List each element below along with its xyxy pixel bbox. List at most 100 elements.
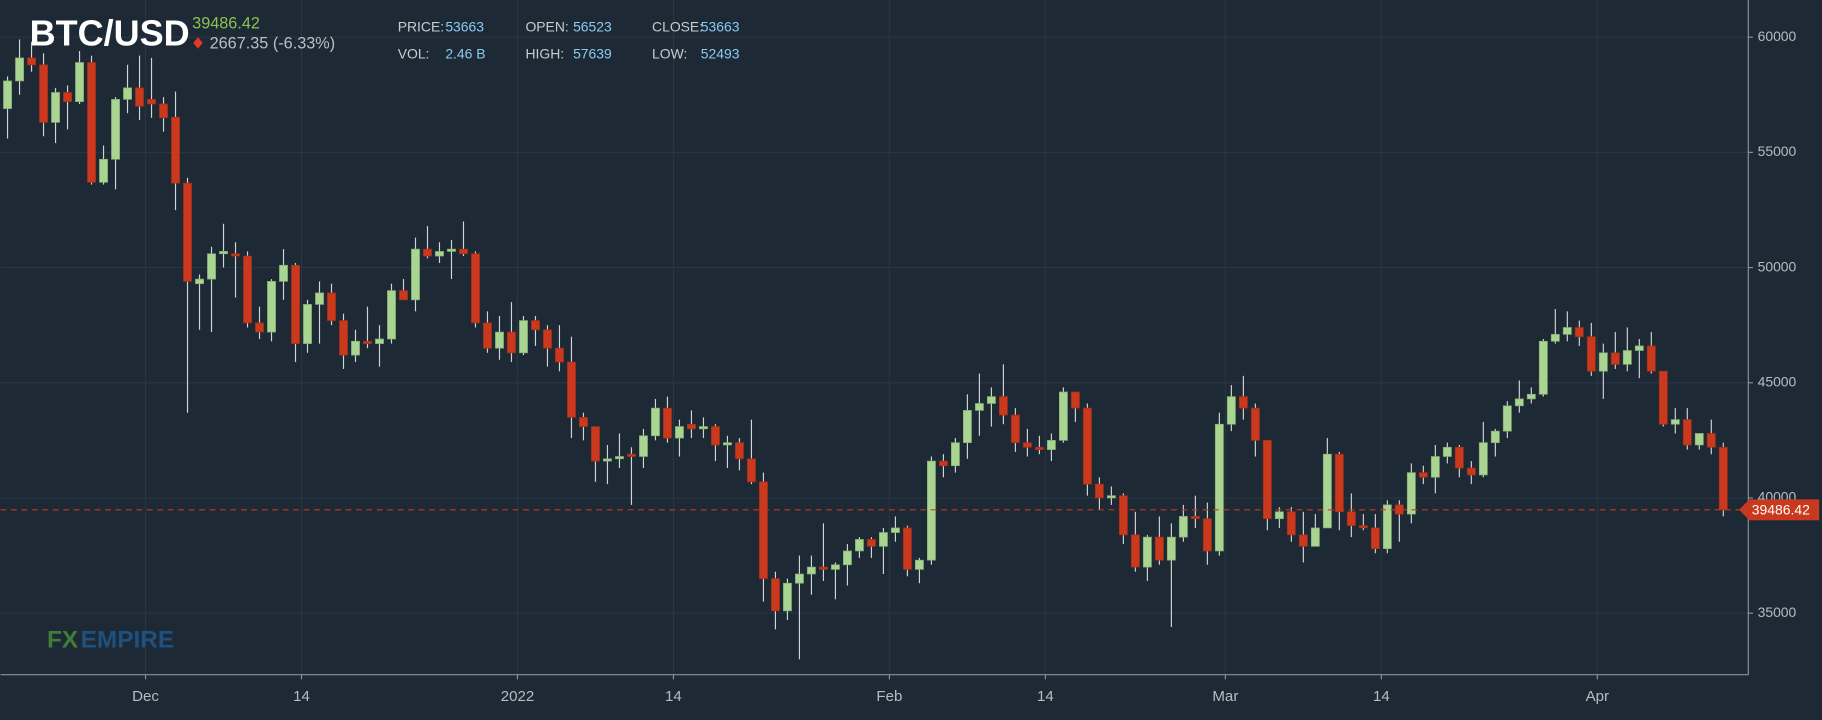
- candle-body: [1586, 336, 1596, 372]
- candle-body: [1202, 518, 1212, 552]
- candle-body: [1346, 511, 1356, 526]
- candle-body: [1502, 405, 1512, 432]
- candle-body: [363, 340, 372, 344]
- candle-body: [843, 550, 852, 566]
- candle-body: [375, 338, 384, 344]
- candle-body: [459, 248, 468, 255]
- candle-body: [519, 320, 528, 354]
- candle-body: [986, 396, 996, 404]
- x-tick-label: Dec: [132, 688, 159, 705]
- candle-body: [1334, 453, 1344, 513]
- candle-body: [974, 403, 984, 411]
- candle-body: [1622, 350, 1632, 365]
- candle-body: [663, 407, 672, 439]
- candle-body: [627, 453, 636, 457]
- last-price: 39486.42: [192, 15, 260, 33]
- x-tick-label: 14: [1037, 688, 1054, 705]
- candle-body: [579, 416, 588, 427]
- candle-body: [1130, 534, 1140, 568]
- price-tag: [1739, 499, 1820, 521]
- candle-body: [914, 559, 924, 570]
- candle-body: [219, 251, 228, 255]
- candle-body: [75, 62, 84, 103]
- candle-body: [291, 264, 300, 344]
- stat-label: OPEN:: [525, 19, 568, 35]
- candle-body: [675, 426, 684, 439]
- candle-body: [543, 329, 552, 349]
- candle-body: [1706, 433, 1716, 448]
- candle-body: [1118, 495, 1128, 536]
- stat-value: 53663: [445, 19, 484, 35]
- candle-body: [135, 87, 144, 107]
- candle-body: [1358, 525, 1368, 529]
- candle-body: [603, 458, 612, 462]
- candle-body: [303, 304, 312, 344]
- stat-value: 53663: [701, 19, 740, 35]
- candle-body: [1490, 430, 1500, 444]
- candle-body: [1154, 536, 1164, 561]
- candle-body: [687, 423, 696, 430]
- candle-body: [411, 248, 420, 301]
- candles: [3, 39, 1728, 660]
- y-tick-label: 55000: [1758, 143, 1797, 159]
- x-tick-label: 2022: [501, 688, 535, 705]
- price-tag-label: 39486.42: [1752, 502, 1810, 518]
- stat-label: HIGH:: [525, 45, 564, 61]
- stat-label: CLOSE:: [652, 19, 703, 35]
- y-tick-label: 45000: [1758, 373, 1797, 389]
- candle-body: [507, 331, 516, 354]
- x-tick-label: Apr: [1586, 688, 1609, 705]
- stat-value: 57639: [573, 45, 612, 61]
- candle-body: [1190, 516, 1200, 520]
- candle-body: [1406, 472, 1416, 515]
- candle-body: [1658, 370, 1668, 425]
- change: 2667.35 (-6.33%): [210, 34, 336, 52]
- candle-body: [15, 57, 24, 82]
- candle-body: [1382, 504, 1392, 550]
- candle-body: [819, 566, 828, 570]
- candle-body: [423, 248, 432, 257]
- candle-body: [27, 57, 36, 66]
- candle-body: [1166, 536, 1176, 561]
- candle-body: [1106, 495, 1116, 499]
- candle-body: [1562, 327, 1572, 335]
- candle-body: [1442, 446, 1452, 457]
- candle-body: [1550, 334, 1560, 342]
- candle-body: [1466, 467, 1476, 476]
- candle-body: [1082, 407, 1092, 485]
- candle-body: [435, 251, 444, 257]
- candle-body: [615, 456, 624, 460]
- candle-body: [51, 92, 60, 123]
- candle-body: [327, 292, 336, 321]
- candle-body: [1634, 345, 1644, 351]
- candle-body: [123, 87, 132, 100]
- candle-body: [399, 290, 408, 301]
- candle-body: [1430, 456, 1440, 478]
- candle-body: [1670, 419, 1680, 425]
- candle-body: [807, 566, 816, 575]
- candle-body: [1646, 345, 1656, 372]
- candle-body: [699, 426, 708, 430]
- candle-body: [531, 320, 540, 331]
- y-tick-label: 35000: [1758, 604, 1797, 620]
- candle-body: [243, 255, 252, 324]
- candle-body: [723, 442, 732, 446]
- candle-body: [339, 320, 348, 356]
- candle-body: [591, 426, 600, 462]
- candle-body: [831, 564, 840, 570]
- x-tick-label: 14: [1373, 688, 1390, 705]
- candle-body: [1478, 442, 1488, 476]
- stat-label: LOW:: [652, 45, 687, 61]
- candle-body: [1046, 440, 1056, 450]
- candle-body: [795, 573, 804, 584]
- candle-body: [639, 435, 648, 457]
- x-tick-label: 14: [293, 688, 310, 705]
- candle-body: [195, 278, 204, 285]
- candle-body: [891, 527, 900, 533]
- candle-body: [231, 253, 240, 257]
- candle-body: [771, 578, 780, 612]
